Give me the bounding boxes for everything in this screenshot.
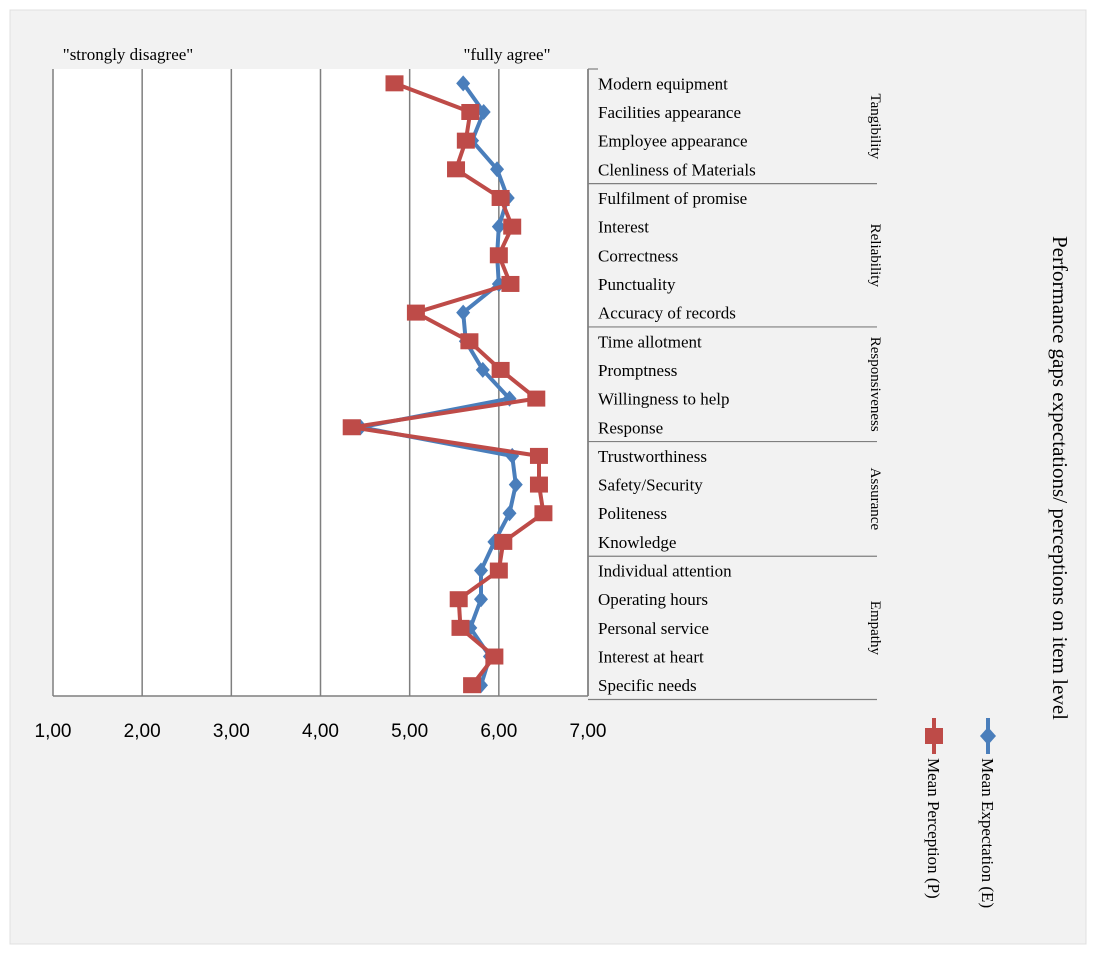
category-label: Facilities appearance xyxy=(598,103,741,122)
data-point-perception xyxy=(385,75,404,92)
data-point-perception xyxy=(447,161,466,178)
data-point-expectation xyxy=(474,591,488,608)
category-label: Response xyxy=(598,418,663,437)
category-label: Interest at heart xyxy=(598,648,704,667)
data-point-perception xyxy=(503,218,522,235)
x-tick-label: 3,00 xyxy=(213,721,250,742)
data-point-perception xyxy=(489,562,508,579)
category-label: Promptness xyxy=(598,361,677,380)
x-tick-label: 1,00 xyxy=(35,721,72,742)
data-point-perception xyxy=(460,333,479,350)
scale-label-high: "fully agree" xyxy=(463,45,550,64)
category-label: Fulfilment of promise xyxy=(598,189,747,208)
data-point-perception xyxy=(456,132,475,149)
scale-label-low: "strongly disagree" xyxy=(63,45,194,64)
data-point-expectation xyxy=(456,304,471,321)
data-point-expectation xyxy=(476,103,491,120)
category-label: Interest xyxy=(598,218,649,237)
legend-marker-perception xyxy=(925,728,943,744)
category-label: Individual attention xyxy=(598,562,732,581)
group-label: Empathy xyxy=(867,601,883,656)
category-label: Punctuality xyxy=(598,275,676,294)
data-point-expectation xyxy=(456,75,471,92)
category-label: Safety/Security xyxy=(598,476,703,495)
data-point-perception xyxy=(529,476,548,493)
category-label: Accuracy of records xyxy=(598,304,736,323)
x-tick-label: 4,00 xyxy=(302,721,339,742)
data-point-perception xyxy=(527,390,546,407)
group-label: Responsiveness xyxy=(867,337,883,432)
legend-marker-expectation xyxy=(980,727,996,745)
data-point-perception xyxy=(491,189,510,206)
data-point-perception xyxy=(461,103,480,120)
data-point-perception xyxy=(489,247,508,264)
data-point-perception xyxy=(485,648,504,665)
data-point-perception xyxy=(342,419,361,436)
data-point-perception xyxy=(529,447,548,464)
x-tick-label: 6,00 xyxy=(480,721,517,742)
category-label: Personal service xyxy=(598,619,709,638)
series-line-2 xyxy=(349,81,546,687)
category-label: Operating hours xyxy=(598,590,708,609)
group-label: Reliability xyxy=(867,224,883,288)
data-point-perception xyxy=(501,275,520,292)
category-label: Specific needs xyxy=(598,676,697,695)
category-label: Willingness to help xyxy=(598,390,730,409)
data-point-expectation xyxy=(508,476,523,493)
data-point-expectation xyxy=(491,218,506,235)
data-point-expectation xyxy=(475,361,490,378)
data-point-perception xyxy=(494,533,513,550)
chart-title: Performance gaps expectations/ perceptio… xyxy=(1048,236,1072,720)
x-tick-label: 7,00 xyxy=(570,721,607,742)
category-label: Knowledge xyxy=(598,533,676,552)
category-label: Correctness xyxy=(598,246,678,265)
data-point-perception xyxy=(451,619,470,636)
data-point-expectation xyxy=(490,161,505,178)
category-label: Employee appearance xyxy=(598,132,748,151)
data-point-expectation xyxy=(502,505,517,522)
group-label: Tangibility xyxy=(867,94,883,160)
data-point-expectation xyxy=(474,562,488,579)
x-tick-label: 2,00 xyxy=(124,721,161,742)
legend-label: Mean Perception (P) xyxy=(924,758,943,899)
data-point-perception xyxy=(449,591,468,608)
group-label: Assurance xyxy=(867,468,883,531)
category-label: Trustworthiness xyxy=(598,447,707,466)
category-label: Time allotment xyxy=(598,332,702,351)
category-label: Clenliness of Materials xyxy=(598,160,756,179)
data-point-perception xyxy=(491,361,510,378)
data-point-perception xyxy=(406,304,425,321)
data-point-perception xyxy=(463,677,482,694)
data-point-perception xyxy=(534,505,553,522)
category-label: Modern equipment xyxy=(598,74,728,93)
category-label: Politeness xyxy=(598,504,667,523)
x-tick-label: 5,00 xyxy=(391,721,428,742)
legend-label: Mean Expectation (E) xyxy=(978,758,997,908)
